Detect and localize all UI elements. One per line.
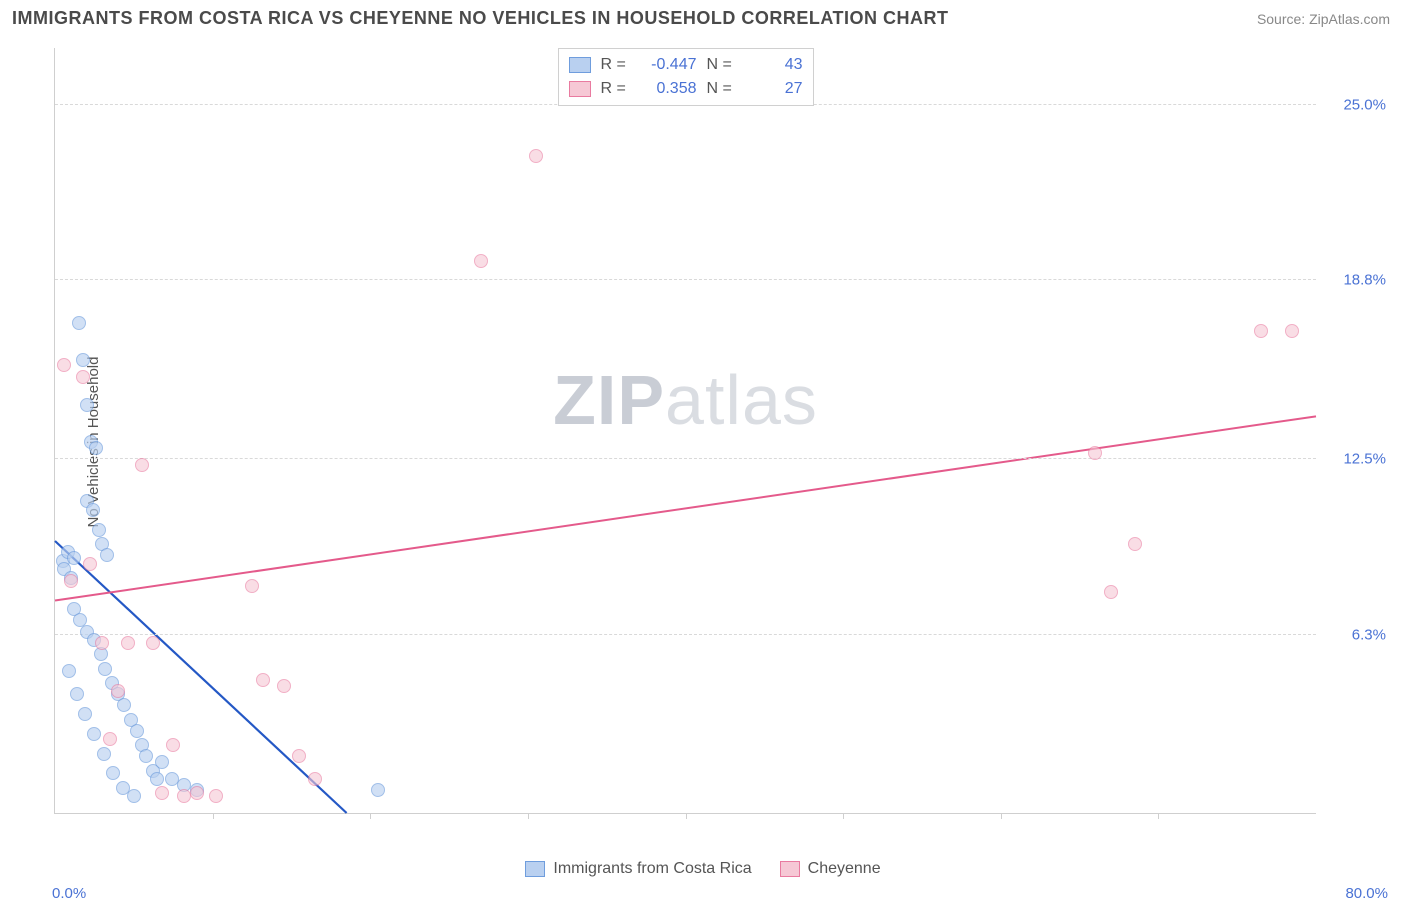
data-point-cheyenne xyxy=(1088,446,1102,460)
gridline-h xyxy=(55,279,1316,280)
x-axis-min-label: 0.0% xyxy=(52,885,86,902)
x-tick xyxy=(1158,813,1159,819)
plot-region: ZIPatlas R = -0.447 N = 43 R = 0.358 N =… xyxy=(54,48,1316,814)
chart-title: IMMIGRANTS FROM COSTA RICA VS CHEYENNE N… xyxy=(12,8,949,29)
legend-label-costa-rica: Immigrants from Costa Rica xyxy=(553,860,751,878)
y-tick-label: 18.8% xyxy=(1326,272,1386,289)
trend-line-costa_rica xyxy=(55,541,347,813)
data-point-cheyenne xyxy=(95,636,109,650)
x-tick xyxy=(843,813,844,819)
data-point-cheyenne xyxy=(57,358,71,372)
chart-source: Source: ZipAtlas.com xyxy=(1257,11,1390,27)
data-point-cheyenne xyxy=(76,370,90,384)
watermark: ZIPatlas xyxy=(553,360,818,440)
data-point-cheyenne xyxy=(83,557,97,571)
legend-item-cheyenne: Cheyenne xyxy=(780,860,881,878)
legend-r-value-costa-rica: -0.447 xyxy=(637,53,697,77)
legend-swatch-cheyenne xyxy=(569,81,591,97)
data-point-costa_rica xyxy=(62,664,76,678)
data-point-cheyenne xyxy=(103,732,117,746)
legend-row-costa-rica: R = -0.447 N = 43 xyxy=(569,53,803,77)
correlation-legend: R = -0.447 N = 43 R = 0.358 N = 27 xyxy=(558,48,814,106)
gridline-h xyxy=(55,634,1316,635)
data-point-costa_rica xyxy=(117,698,131,712)
x-tick xyxy=(1001,813,1002,819)
legend-n-label: N = xyxy=(707,77,733,101)
data-point-costa_rica xyxy=(139,749,153,763)
chart-area: No Vehicles in Household ZIPatlas R = -0… xyxy=(12,40,1394,844)
data-point-costa_rica xyxy=(76,353,90,367)
data-point-cheyenne xyxy=(190,786,204,800)
data-point-cheyenne xyxy=(1104,585,1118,599)
legend-label-cheyenne: Cheyenne xyxy=(808,860,881,878)
gridline-h xyxy=(55,458,1316,459)
chart-header: IMMIGRANTS FROM COSTA RICA VS CHEYENNE N… xyxy=(0,0,1406,33)
legend-swatch-costa-rica xyxy=(525,861,545,877)
y-tick-label: 12.5% xyxy=(1326,450,1386,467)
data-point-cheyenne xyxy=(121,636,135,650)
legend-row-cheyenne: R = 0.358 N = 27 xyxy=(569,77,803,101)
data-point-cheyenne xyxy=(245,579,259,593)
data-point-cheyenne xyxy=(209,789,223,803)
data-point-costa_rica xyxy=(371,783,385,797)
data-point-costa_rica xyxy=(100,548,114,562)
data-point-costa_rica xyxy=(155,755,169,769)
x-axis-max-label: 80.0% xyxy=(1345,885,1388,902)
data-point-cheyenne xyxy=(155,786,169,800)
data-point-cheyenne xyxy=(64,574,78,588)
legend-swatch-costa-rica xyxy=(569,57,591,73)
data-point-costa_rica xyxy=(92,523,106,537)
legend-r-value-cheyenne: 0.358 xyxy=(637,77,697,101)
data-point-cheyenne xyxy=(277,679,291,693)
data-point-costa_rica xyxy=(67,551,81,565)
x-tick xyxy=(528,813,529,819)
data-point-costa_rica xyxy=(106,766,120,780)
legend-r-label: R = xyxy=(601,53,627,77)
data-point-cheyenne xyxy=(1128,537,1142,551)
data-point-cheyenne xyxy=(256,673,270,687)
legend-swatch-cheyenne xyxy=(780,861,800,877)
data-point-costa_rica xyxy=(80,398,94,412)
y-tick-label: 25.0% xyxy=(1326,96,1386,113)
x-tick xyxy=(370,813,371,819)
x-tick xyxy=(686,813,687,819)
data-point-cheyenne xyxy=(529,149,543,163)
data-point-cheyenne xyxy=(135,458,149,472)
legend-n-value-costa-rica: 43 xyxy=(743,53,803,77)
data-point-costa_rica xyxy=(97,747,111,761)
data-point-costa_rica xyxy=(70,687,84,701)
data-point-cheyenne xyxy=(1254,324,1268,338)
legend-r-label: R = xyxy=(601,77,627,101)
legend-n-value-cheyenne: 27 xyxy=(743,77,803,101)
series-legend: Immigrants from Costa Rica Cheyenne xyxy=(0,860,1406,878)
legend-n-label: N = xyxy=(707,53,733,77)
data-point-costa_rica xyxy=(89,441,103,455)
data-point-cheyenne xyxy=(474,254,488,268)
data-point-costa_rica xyxy=(98,662,112,676)
data-point-cheyenne xyxy=(146,636,160,650)
trend-line-cheyenne xyxy=(55,416,1316,600)
data-point-cheyenne xyxy=(111,684,125,698)
trend-lines xyxy=(55,48,1316,813)
legend-item-costa-rica: Immigrants from Costa Rica xyxy=(525,860,751,878)
data-point-costa_rica xyxy=(87,727,101,741)
data-point-costa_rica xyxy=(78,707,92,721)
data-point-cheyenne xyxy=(166,738,180,752)
data-point-costa_rica xyxy=(130,724,144,738)
data-point-costa_rica xyxy=(72,316,86,330)
data-point-cheyenne xyxy=(308,772,322,786)
data-point-cheyenne xyxy=(1285,324,1299,338)
y-tick-label: 6.3% xyxy=(1326,626,1386,643)
data-point-cheyenne xyxy=(292,749,306,763)
data-point-costa_rica xyxy=(86,503,100,517)
data-point-costa_rica xyxy=(127,789,141,803)
x-tick xyxy=(213,813,214,819)
data-point-costa_rica xyxy=(150,772,164,786)
